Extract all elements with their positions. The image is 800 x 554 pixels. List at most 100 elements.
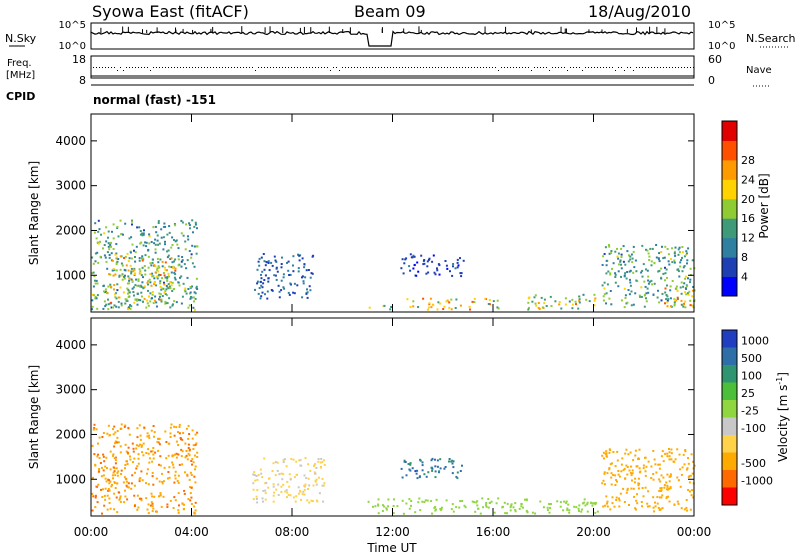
data-cell [153,495,156,498]
data-cell [156,267,159,270]
data-cell [117,470,120,473]
data-cell [677,502,680,505]
data-cell [130,278,133,281]
data-cell [616,480,618,483]
data-cell [546,506,549,509]
data-cell [161,481,164,483]
data-cell [687,293,690,296]
data-cell [602,255,605,258]
data-cell [578,504,581,507]
data-cell [666,485,669,488]
data-cell [657,257,660,260]
data-cell [119,497,121,500]
data-cell [487,303,490,305]
data-cell [588,300,591,303]
data-cell [634,454,637,457]
data-cell [125,264,128,267]
nave-dot [546,67,547,68]
data-cell [147,503,150,506]
nave-dot [312,67,313,68]
data-cell [605,455,608,458]
data-cell [117,306,120,309]
data-cell [141,234,144,237]
data-cell [610,250,613,252]
data-cell [485,502,488,504]
data-cell [127,486,130,489]
data-cell [151,450,154,453]
data-cell [138,478,141,481]
data-cell [254,479,257,482]
x-tick-label: 00:00 [677,525,712,539]
data-cell [554,300,557,303]
nave-dot [360,67,361,68]
data-cell [566,509,569,511]
cpid-value: normal (fast) -151 [93,93,216,107]
data-cell [120,469,123,472]
nave-dot [690,67,691,68]
data-cell [464,506,467,509]
data-cell [636,493,638,496]
nave-dot [660,67,661,68]
data-cell [680,507,683,510]
data-cell [409,269,412,272]
data-cell [669,285,672,288]
data-cell [426,499,429,502]
nave-dot [222,67,223,68]
nave-dot [528,67,529,68]
data-cell [177,481,180,484]
data-cell [660,455,663,458]
data-cell [567,503,570,506]
data-cell [170,257,173,260]
data-cell [648,505,651,508]
data-cell [669,475,672,478]
nave-dot [354,67,355,68]
data-cell [690,494,693,497]
data-cell [167,272,170,275]
colorbar-tick-label: 500 [741,352,762,365]
data-cell [611,496,614,499]
data-cell [282,459,285,462]
data-cell [673,304,676,307]
data-cell [671,261,674,264]
data-cell [608,244,610,246]
data-cell [442,308,445,310]
data-cell [450,308,453,311]
data-cell [448,301,451,304]
data-cell [145,306,148,309]
data-cell [140,470,143,473]
data-cell [648,255,651,258]
data-cell [474,510,477,513]
data-cell [134,298,137,301]
data-cell [123,257,126,259]
data-cell [143,265,146,267]
data-cell [435,498,438,501]
data-cell [549,503,552,505]
data-cell [673,303,676,306]
data-cell [192,444,195,447]
data-cell [434,470,437,473]
data-cell [416,469,419,472]
data-cell [112,268,115,270]
data-cell [594,511,597,514]
data-cell [116,283,119,286]
data-cell [287,269,290,272]
data-cell [629,255,632,258]
data-cell [101,496,104,498]
data-cell [161,265,164,268]
data-cell [264,293,266,296]
data-cell [306,296,309,299]
data-cell [119,500,122,503]
data-cell [128,277,131,280]
data-cell [629,472,632,474]
data-cell [139,477,142,479]
data-cell [633,266,636,269]
data-cell [255,475,258,477]
data-cell [664,291,667,294]
data-cell [266,297,269,300]
data-cell [167,442,170,445]
nave-dot [384,67,385,68]
data-cell [155,477,158,480]
data-cell [609,273,612,276]
data-cell [432,304,435,306]
data-cell [297,486,300,489]
